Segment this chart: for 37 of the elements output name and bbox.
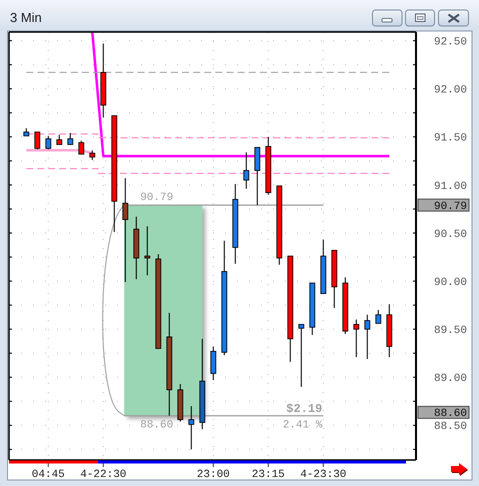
y-tick-label: 91.00 bbox=[434, 180, 467, 193]
candlestick bbox=[188, 406, 194, 450]
candlestick bbox=[34, 132, 40, 150]
candlestick bbox=[45, 135, 52, 150]
annotation: $2.19 bbox=[286, 402, 322, 416]
y-tick-label: 88.50 bbox=[434, 421, 467, 434]
ref-line-label: 90.79 bbox=[140, 192, 174, 204]
y-tick-label: 92.00 bbox=[434, 84, 467, 97]
candlestick bbox=[375, 309, 382, 324]
candlestick bbox=[254, 146, 260, 206]
text: 90.79 bbox=[434, 200, 467, 213]
y-tick-label: 92.50 bbox=[434, 36, 467, 49]
y-tick-label: 90.00 bbox=[434, 276, 467, 289]
x-tick-label: 4-23:30 bbox=[300, 469, 346, 481]
candlestick bbox=[56, 134, 62, 146]
candlestick bbox=[298, 324, 304, 388]
x-tick-label: 23:15 bbox=[252, 469, 285, 481]
candlestick bbox=[364, 314, 370, 360]
candlestick bbox=[144, 226, 150, 276]
ref-line-label: 88.60 bbox=[140, 419, 174, 432]
x-tick-label: 4-22:30 bbox=[80, 469, 126, 481]
candlestick bbox=[67, 132, 74, 146]
candlestick bbox=[353, 319, 360, 358]
y-tick-label: 89.00 bbox=[434, 373, 467, 386]
x-tick-label: 04:45 bbox=[32, 469, 65, 481]
candlestick bbox=[78, 140, 84, 155]
y-tick-label: 91.50 bbox=[434, 132, 467, 145]
x-tick-label: 23:00 bbox=[196, 469, 230, 481]
candlestick bbox=[243, 152, 250, 190]
candlestick bbox=[210, 346, 216, 381]
chart-title: 3 Min bbox=[10, 10, 42, 25]
y-tick-label: 89.50 bbox=[434, 325, 467, 338]
text: 88.60 bbox=[434, 408, 467, 420]
candlestick bbox=[122, 178, 128, 283]
candlestick bbox=[89, 150, 96, 160]
annotation: 2.41 % bbox=[282, 419, 323, 432]
y-tick-label: 90.50 bbox=[434, 228, 467, 241]
